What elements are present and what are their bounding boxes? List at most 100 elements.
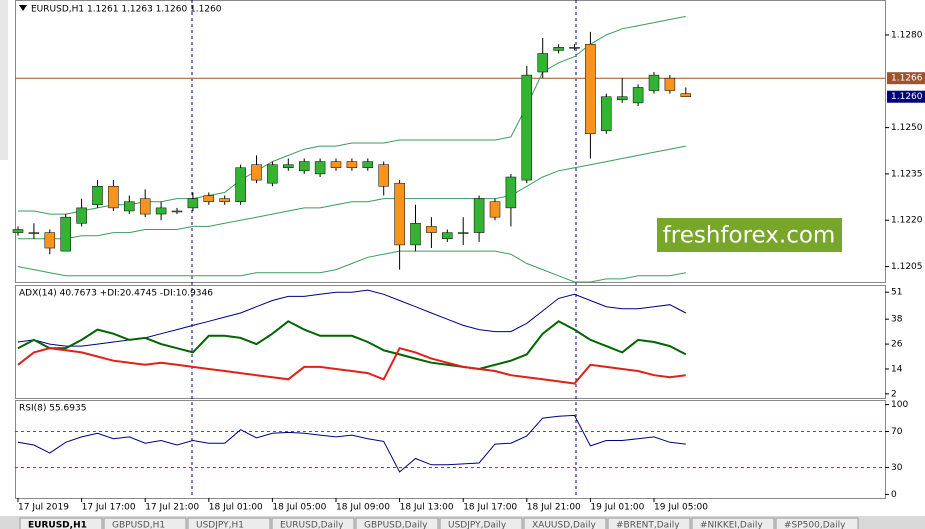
y-tick-label: 1.1205 — [891, 262, 923, 272]
watermark: freshforex.com — [663, 223, 836, 249]
scrollbar[interactable] — [0, 0, 8, 160]
candle-body — [680, 93, 692, 97]
indicator-title: ADX(14) 40.7673 +DI:20.4745 -DI:10.9346 — [19, 289, 213, 299]
price-tag — [887, 90, 925, 103]
candle-body — [28, 232, 40, 234]
y-tick-label: 1.1280 — [891, 30, 923, 40]
candle-body — [12, 229, 24, 233]
candle-body — [124, 201, 135, 212]
candle-body — [569, 47, 580, 49]
y-tick-label: 2 — [891, 389, 897, 399]
price-tag-label: 1.1260 — [891, 92, 923, 102]
y-tick-label: 1.1220 — [891, 216, 923, 226]
tab-label[interactable]: GBPUSD,H1 — [112, 521, 165, 529]
y-tick-label: 1.1250 — [891, 123, 923, 133]
candle-body — [410, 223, 421, 246]
x-tick-label: 17 Jul 17:00 — [82, 503, 136, 513]
x-tick-label: 19 Jul 05:00 — [654, 503, 708, 513]
x-tick-label: 19 Jul 01:00 — [590, 503, 644, 513]
x-tick-label: 18 Jul 05:00 — [272, 503, 326, 513]
x-tick-label: 17 Jul 2019 — [18, 503, 69, 513]
candle-body — [267, 164, 278, 184]
candle-body — [394, 182, 405, 246]
candle-body — [219, 198, 230, 202]
indicator-line — [17, 250, 686, 283]
candle-body — [92, 186, 103, 206]
candle-body — [251, 164, 262, 181]
indicator-line — [17, 347, 686, 385]
candle-body — [473, 198, 485, 233]
candle-body — [187, 198, 199, 209]
tab[interactable] — [607, 517, 691, 529]
y-tick-label: 0 — [891, 490, 897, 500]
candle-body — [139, 198, 151, 215]
tab-label[interactable]: #NIKKEI,Daily — [700, 521, 763, 529]
y-tick-label: 51 — [891, 288, 902, 298]
y-tick-label: 38 — [891, 315, 903, 325]
tab[interactable] — [187, 517, 271, 529]
candle-body — [330, 161, 342, 168]
tab[interactable] — [775, 517, 859, 529]
adx-panel — [15, 285, 886, 399]
tab[interactable] — [103, 517, 187, 529]
candle-body — [553, 47, 564, 51]
candle-body — [203, 195, 215, 202]
candle-body — [537, 53, 548, 73]
candle-body — [346, 161, 358, 168]
candle-body — [505, 176, 517, 209]
x-tick-label: 18 Jul 13:00 — [400, 503, 454, 513]
candle-body — [648, 74, 660, 91]
tab[interactable] — [523, 517, 607, 529]
candle-body — [521, 74, 533, 181]
candle-body — [171, 210, 183, 213]
candle-body — [601, 96, 612, 131]
indicator-line — [17, 414, 686, 473]
y-tick-label: 70 — [891, 427, 903, 437]
tab[interactable] — [19, 517, 103, 529]
indicator-line — [17, 320, 687, 371]
x-tick-label: 17 Jul 21:00 — [145, 503, 199, 513]
candle-body — [44, 232, 56, 249]
x-tick-label: 18 Jul 01:00 — [209, 503, 263, 513]
candle-body — [489, 201, 501, 218]
indicator-title: RSI(8) 55.6935 — [19, 404, 86, 414]
tab-label[interactable]: XAUUSD,Daily — [532, 521, 596, 529]
tab-label[interactable]: #BRENT,Daily — [616, 521, 680, 529]
tab[interactable] — [691, 517, 775, 529]
candle-body — [155, 207, 167, 215]
y-tick-label: 14 — [891, 364, 903, 374]
price-tag — [887, 72, 925, 85]
candle-body — [457, 232, 469, 234]
candle-body — [235, 167, 246, 202]
candle-body — [632, 87, 644, 104]
tab[interactable] — [271, 517, 355, 529]
candle-body — [298, 161, 310, 172]
menu-arrow[interactable] — [19, 5, 27, 11]
rsi-panel — [15, 400, 886, 499]
candle-body — [664, 77, 676, 91]
candle-body — [314, 161, 326, 175]
tab-label[interactable]: USDJPY,Daily — [448, 521, 507, 529]
candle-body — [585, 43, 596, 135]
x-tick-label: 18 Jul 09:00 — [336, 503, 390, 513]
tab-label[interactable]: #SP500,Daily — [784, 521, 846, 529]
tab-label[interactable]: GBPUSD,Daily — [364, 521, 428, 529]
y-tick-label: 26 — [891, 340, 903, 350]
candle-body — [616, 96, 628, 101]
indicator-line — [18, 145, 686, 240]
watermark-box — [657, 218, 842, 252]
symbol-header: EURUSD,H1 1.1261 1.1263 1.1260 1.1260 — [31, 5, 222, 15]
candle-body — [378, 164, 389, 187]
candle-body — [283, 164, 294, 168]
tab-label[interactable]: USDJPY,H1 — [196, 521, 244, 529]
candle-body — [426, 226, 437, 233]
tab-label[interactable]: EURUSD,H1 — [28, 521, 87, 529]
tab[interactable] — [439, 517, 523, 529]
price-tag-label: 1.1266 — [891, 74, 923, 84]
y-tick-label: 30 — [891, 463, 903, 473]
price-panel — [15, 0, 886, 283]
tab[interactable] — [355, 517, 439, 529]
y-tick-label: 100 — [891, 400, 908, 410]
tab-label[interactable]: EURUSD,Daily — [280, 521, 344, 529]
